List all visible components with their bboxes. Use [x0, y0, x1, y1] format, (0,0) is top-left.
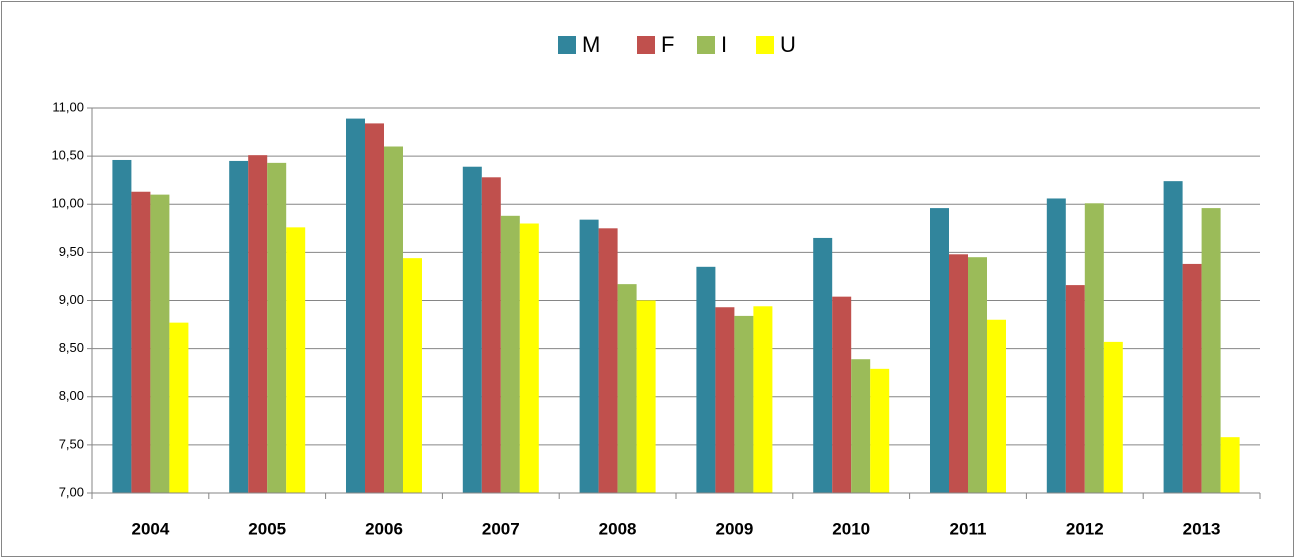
bar	[696, 266, 716, 493]
bar	[832, 296, 852, 493]
bar	[579, 219, 599, 493]
x-tick-label: 2013	[1183, 519, 1221, 538]
bar	[267, 162, 287, 494]
bar	[1163, 181, 1183, 493]
bar	[229, 160, 249, 493]
x-tick-label: 2007	[482, 519, 520, 538]
bar	[1220, 437, 1240, 493]
bar	[248, 155, 268, 493]
bar	[930, 208, 949, 493]
x-tick-label: 2008	[599, 519, 637, 538]
bar	[403, 258, 422, 493]
y-tick-label: 7,50	[59, 436, 84, 451]
x-tick-label: 2009	[715, 519, 753, 538]
bar	[519, 223, 539, 493]
y-tick-label: 10,00	[51, 196, 84, 211]
x-tick-label: 2006	[365, 519, 403, 538]
bar	[813, 237, 833, 493]
bar	[1084, 203, 1104, 493]
bar	[384, 146, 403, 493]
bar	[753, 306, 773, 493]
y-tick-label: 8,50	[59, 340, 84, 355]
bar	[1103, 341, 1123, 493]
bar	[1201, 208, 1221, 493]
bar	[1065, 285, 1085, 493]
legend-swatch	[637, 36, 655, 54]
bar	[870, 368, 890, 493]
y-tick-label: 11,00	[52, 99, 84, 114]
bar	[949, 254, 968, 493]
legend-label: I	[721, 32, 727, 57]
bar	[112, 159, 132, 493]
bar	[462, 166, 482, 493]
y-tick-label: 7,00	[59, 484, 84, 499]
bar	[598, 228, 618, 493]
bar	[987, 319, 1006, 493]
bar	[500, 215, 520, 494]
legend-label: F	[661, 32, 674, 57]
bar	[131, 191, 151, 494]
bar	[617, 284, 637, 493]
y-tick-label: 8,00	[59, 388, 84, 403]
bar	[1182, 263, 1202, 493]
bar	[1046, 198, 1066, 493]
legend-swatch	[756, 36, 774, 54]
bar	[169, 322, 189, 493]
x-tick-label: 2010	[832, 519, 870, 538]
bar	[286, 227, 306, 493]
y-tick-label: 10,50	[51, 148, 84, 163]
bar	[851, 359, 871, 493]
bar	[734, 315, 754, 493]
bar	[150, 194, 170, 493]
x-tick-label: 2005	[248, 519, 286, 538]
bar	[636, 300, 656, 493]
x-tick-label: 2012	[1066, 519, 1104, 538]
bar	[481, 177, 501, 494]
x-tick-label: 2011	[950, 519, 987, 538]
bar	[365, 123, 384, 494]
bar	[968, 257, 987, 493]
legend-swatch	[558, 36, 576, 54]
legend-label: U	[780, 32, 796, 57]
y-tick-label: 9,50	[59, 244, 84, 259]
bar	[346, 118, 365, 494]
legend-label: M	[582, 32, 600, 57]
bar	[715, 307, 735, 493]
legend-swatch	[697, 36, 715, 54]
y-tick-label: 9,00	[59, 292, 84, 307]
x-tick-label: 2004	[131, 519, 169, 538]
